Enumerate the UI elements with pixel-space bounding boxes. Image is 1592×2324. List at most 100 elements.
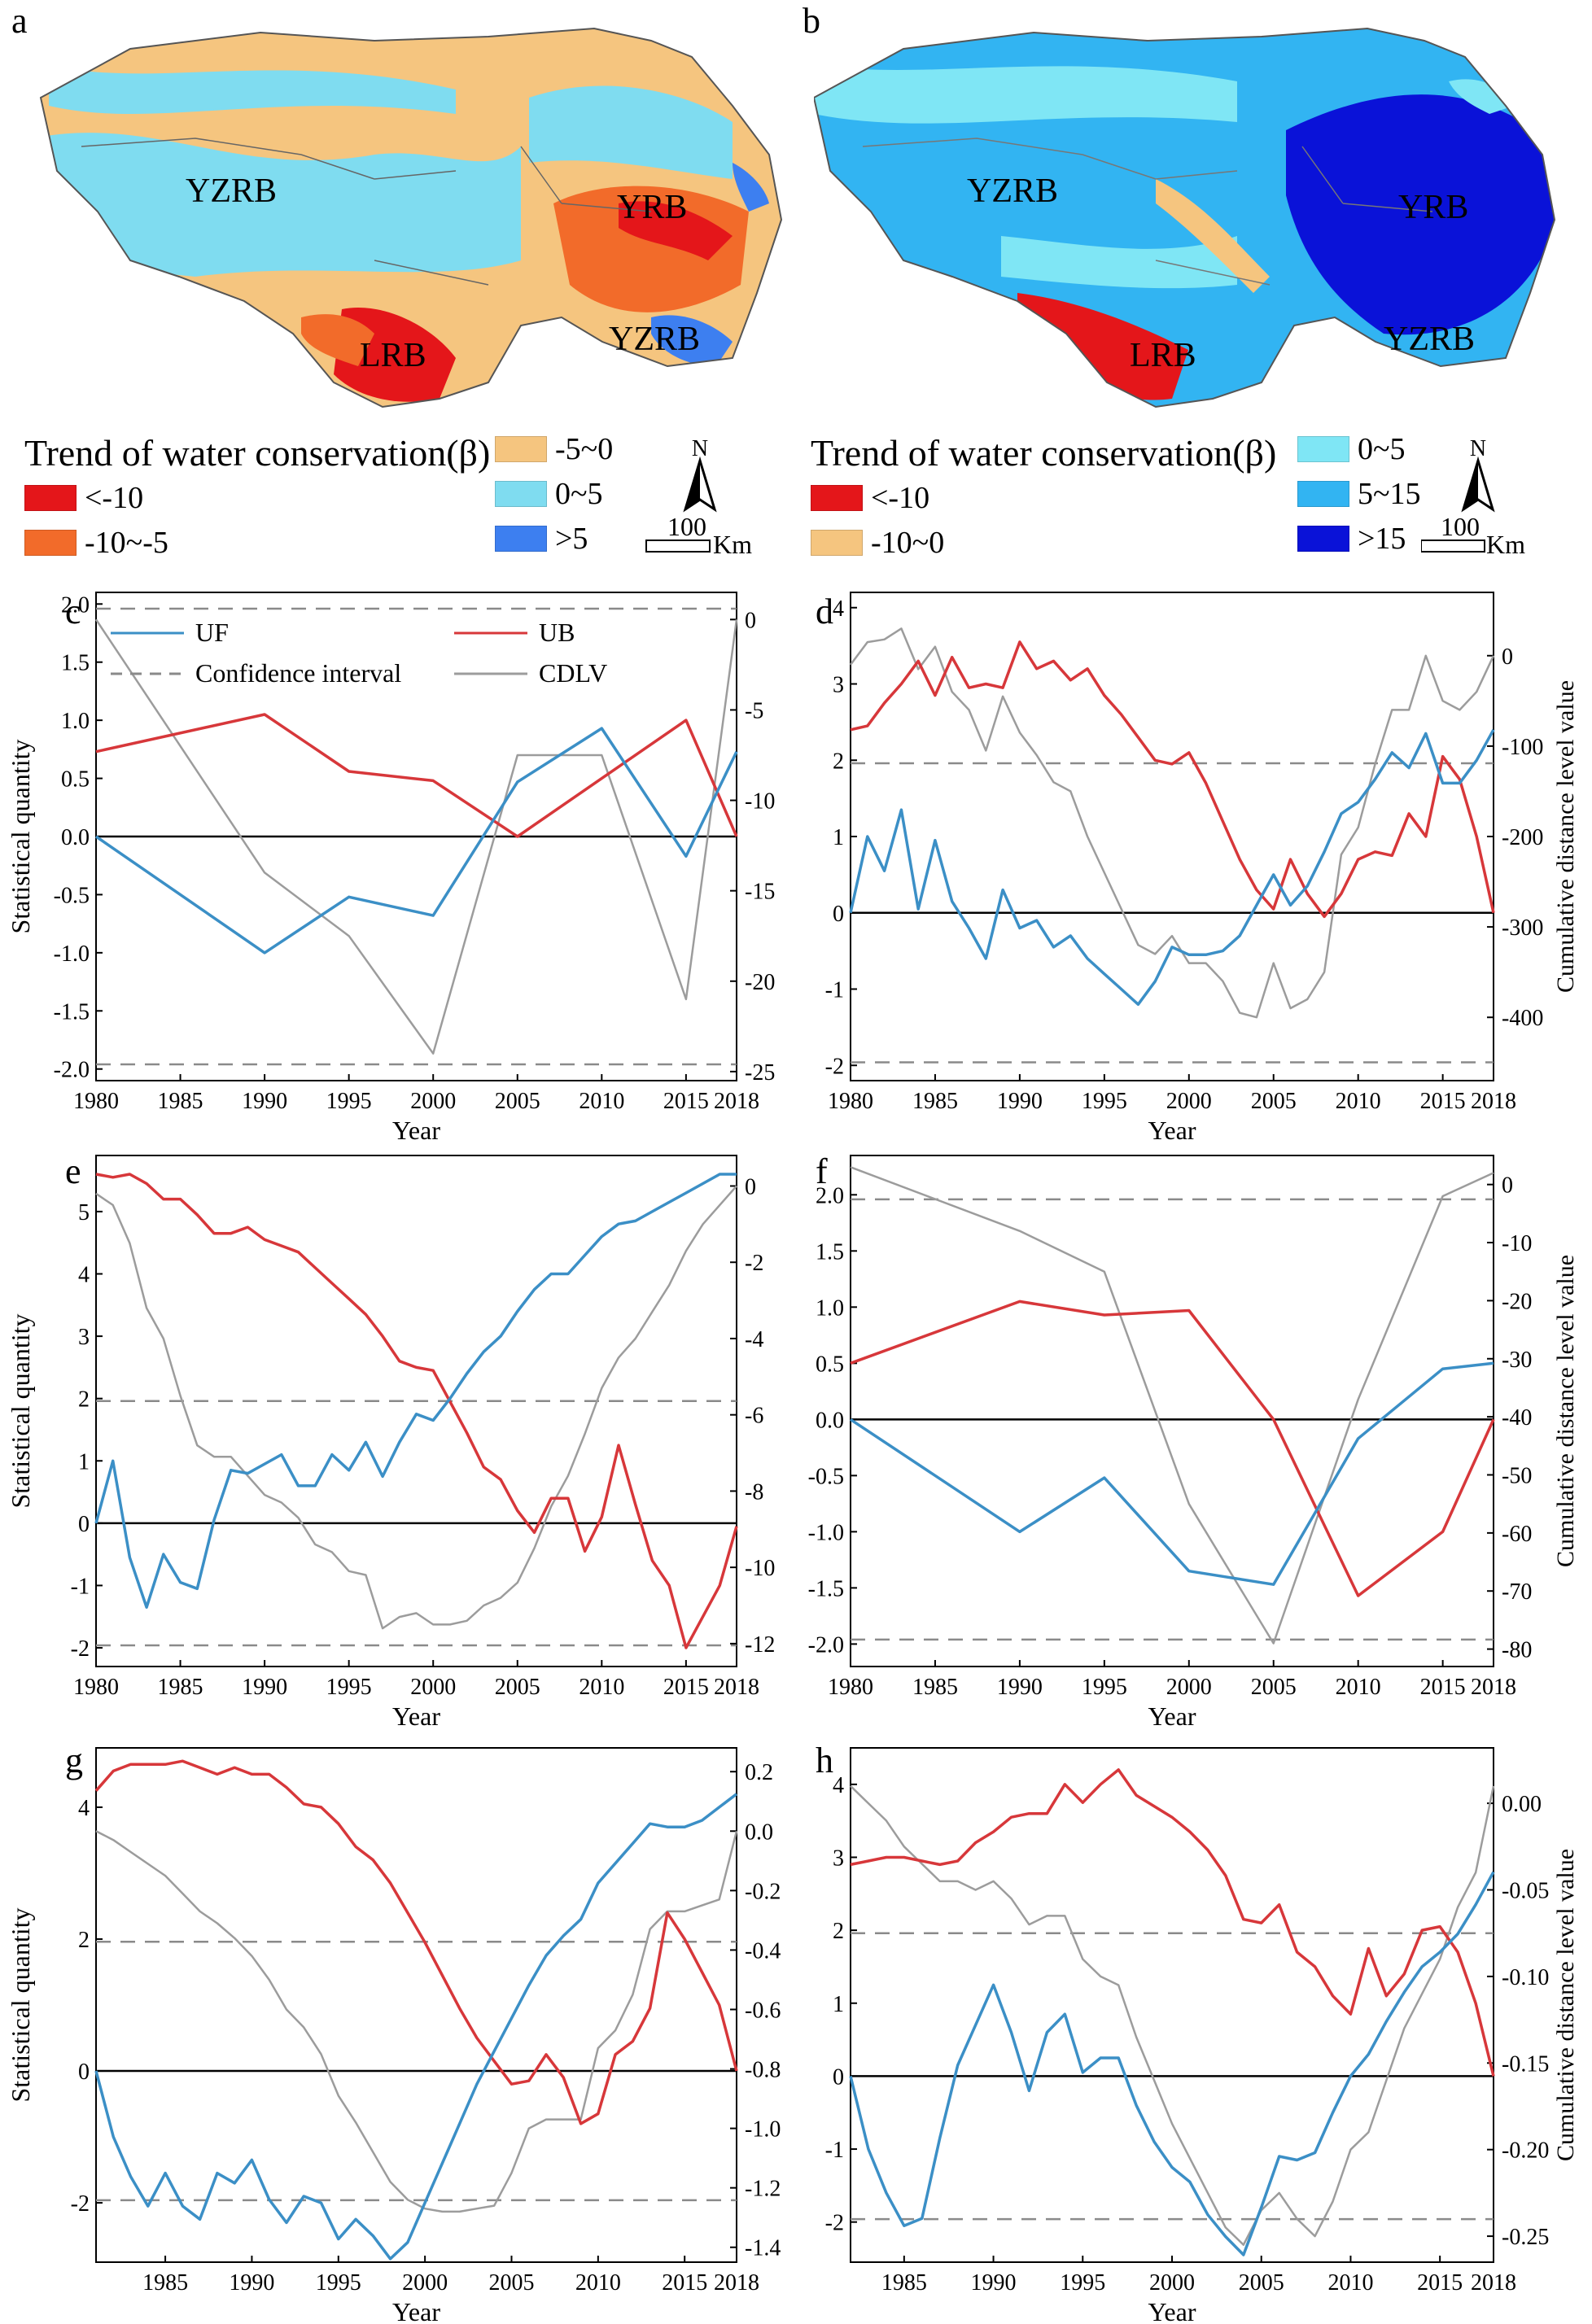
map-b-legend-item: 5~15 (1297, 476, 1421, 512)
y-tick-label: -0.5 (54, 883, 90, 908)
y2-tick-label: 0.0 (745, 1819, 773, 1845)
x-tick-label: 1985 (912, 1089, 958, 1114)
x-tick-label: 1990 (971, 2270, 1017, 2296)
map-a-region-east (733, 163, 769, 212)
x-tick-label: 1980 (73, 1089, 119, 1114)
legend-label: Confidence interval (195, 658, 401, 688)
y-tick-label: 2 (833, 1919, 844, 1944)
y2-tick-label: -0.8 (745, 2058, 781, 2083)
map-b-basin-label: LRB (1130, 337, 1196, 374)
map-a-legend-item: <-10 (24, 480, 143, 516)
x-tick-label: 1985 (912, 1675, 958, 1700)
plot-frame (95, 1747, 737, 2263)
map-a-region-se (651, 315, 733, 366)
y-tick-label: 0.0 (816, 1408, 844, 1433)
plot-frame (95, 1155, 737, 1667)
map-a-legend-swatch (495, 526, 547, 552)
y2-tick-label: -80 (1502, 1638, 1532, 1663)
legend-label: CDLV (539, 658, 607, 688)
y-tick-label: -2.0 (54, 1058, 90, 1083)
x-tick-label: 2015 (663, 1089, 709, 1114)
series-line-uf (849, 728, 1495, 1007)
y-tick-label: 2 (78, 1387, 90, 1413)
y-tick-label: 2 (78, 1928, 90, 1953)
x-tick-label: 2000 (410, 1089, 456, 1114)
x-tick-label: 2010 (1327, 2270, 1373, 2296)
x-tick-label: 1985 (158, 1675, 203, 1700)
series-line-uf (849, 1871, 1495, 2256)
y-tick-label: -1 (71, 1574, 90, 1599)
map-a-legend-item: -10~-5 (24, 525, 168, 561)
north-arrow-half (685, 461, 700, 509)
map-a-legend-swatch (24, 530, 77, 556)
y-tick-label: 2.0 (61, 592, 90, 618)
map-a-legend-label: 0~5 (555, 477, 603, 511)
series-line-cdlv (95, 1185, 737, 1630)
y2-tick-label: 0 (1502, 644, 1513, 670)
x-axis-label: Year (392, 2297, 440, 2324)
series-line-uf (94, 1173, 737, 1609)
y2-tick-label: -400 (1502, 1006, 1543, 1031)
map-b-legend-label: 5~15 (1358, 477, 1421, 511)
map-a-legend-label: >5 (555, 522, 588, 556)
map-a-legend-swatch (495, 481, 547, 507)
chart-g: g -2 0 2 4 -1.4 -1.2 -1.0 -0.8 -0.6 -0.4 -0.2 0.0 0.2… (6, 1741, 781, 2324)
y-tick-label: -2 (71, 1636, 90, 1662)
map-a-band (49, 65, 456, 114)
y2-tick-label: -0.05 (1502, 1878, 1549, 1903)
x-tick-label: 2015 (663, 1675, 709, 1700)
y2-tick-label: -0.2 (745, 1879, 781, 1904)
y2-tick-label: -15 (745, 880, 775, 905)
panel-label-g: g (65, 1741, 83, 1780)
map-a-legend-item: 0~5 (495, 476, 603, 512)
map-a-region-yrb-red (619, 201, 733, 260)
series-line-cdlv (850, 1784, 1495, 2246)
y-tick-label: -2.0 (808, 1632, 844, 1658)
map-b-legend-item: -10~0 (811, 525, 944, 561)
map-a-boundaries (81, 138, 652, 286)
y2-tick-label: -1.4 (745, 2236, 781, 2261)
map-b-legend-swatch (1297, 526, 1349, 552)
y-tick-label: 0.0 (61, 825, 90, 850)
y-tick-label: 1.0 (61, 709, 90, 734)
y-tick-label: 3 (833, 673, 844, 698)
y2-tick-label: -0.25 (1502, 2225, 1549, 2250)
y2-tick-label: -8 (745, 1479, 763, 1505)
y-axis-label: Statistical quantity (6, 1907, 35, 2102)
map-b-region-dark (1286, 94, 1555, 335)
y-tick-label: 0 (78, 2060, 90, 2085)
y-tick-label: 0 (833, 902, 844, 927)
x-tick-label: 1990 (229, 2270, 274, 2296)
x-tick-label: 1995 (326, 1675, 372, 1700)
y-tick-label: 1 (833, 825, 844, 850)
x-tick-label: 2015 (1420, 1089, 1466, 1114)
x-tick-label: 1995 (316, 2270, 361, 2296)
y-tick-label: 3 (833, 1846, 844, 1871)
map-b-legend-item: 0~5 (1297, 431, 1406, 467)
y-tick-label: -0.5 (808, 1464, 844, 1489)
y2-tick-label: -0.6 (745, 1998, 781, 2023)
x-tick-label: 2000 (1166, 1089, 1212, 1114)
map-b-north-label: N (1470, 436, 1486, 461)
map-b-legend-swatch (1297, 481, 1349, 507)
map-a-scale-unit: Km (713, 530, 752, 559)
map-b-outline (814, 27, 1556, 408)
map-b-band (814, 65, 1237, 124)
y2-tick-label: 0 (745, 1174, 756, 1199)
map-b-legend-title: Trend of water conservation(β) (811, 432, 1277, 474)
y-axis-label: Statistical quantity (6, 739, 35, 933)
x-axis-label: Year (1148, 1116, 1196, 1145)
series-line-ub (94, 1759, 738, 2125)
x-tick-label: 2018 (714, 1675, 759, 1700)
y-tick-label: 5 (78, 1200, 90, 1225)
map-b-basin-label: YZRB (967, 173, 1058, 210)
y-tick-label: 1 (78, 1449, 90, 1474)
y-tick-label: -1.0 (808, 1520, 844, 1545)
x-tick-label: 2000 (410, 1675, 456, 1700)
map-b-region-tan (1156, 179, 1270, 293)
map-a-region-blue (41, 133, 521, 277)
y-tick-label: -1.5 (808, 1576, 844, 1601)
y-tick-label: 0 (78, 1512, 90, 1537)
y-tick-label: 1.5 (61, 651, 90, 676)
x-tick-label: 2000 (1149, 2270, 1195, 2296)
